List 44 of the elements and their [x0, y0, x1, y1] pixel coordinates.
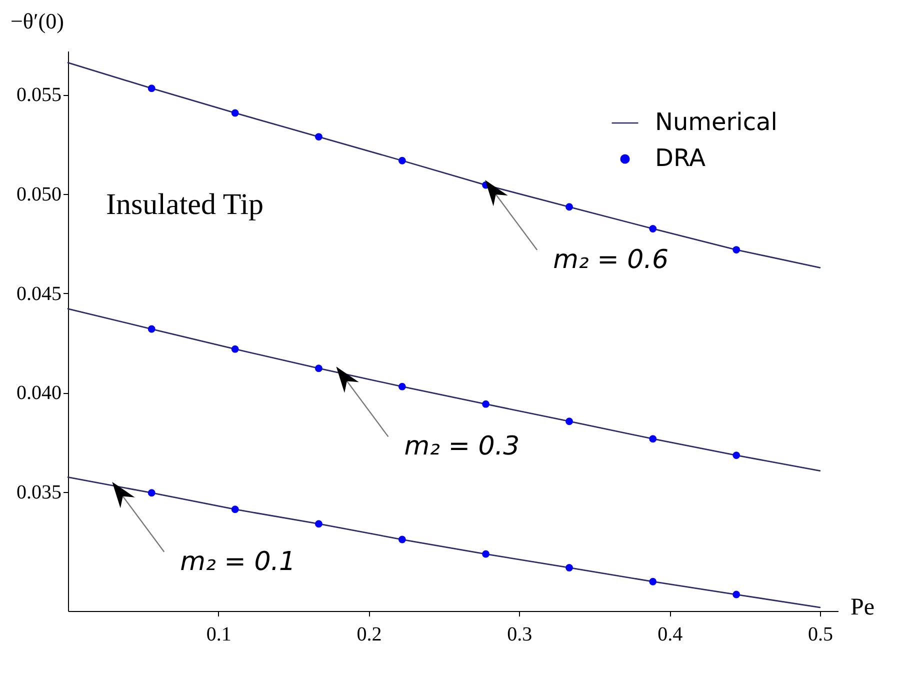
point: [398, 536, 406, 544]
point: [398, 156, 406, 164]
point: [314, 520, 322, 528]
x-tick-label: 0.5: [808, 624, 833, 646]
point: [566, 203, 573, 211]
line-series: [67, 62, 821, 268]
point: [148, 84, 156, 92]
y-axis-title: −θ′(0): [10, 8, 64, 34]
point: [148, 325, 156, 333]
x-tick-label: 0.3: [507, 624, 532, 646]
point: [231, 109, 239, 117]
annotation: m₂ = 0.6: [553, 245, 669, 276]
point: [148, 489, 156, 497]
point: [732, 590, 740, 598]
point: [231, 506, 239, 514]
line-series: [67, 476, 821, 608]
point: [482, 400, 490, 408]
y-tick-label: 0.035: [16, 481, 62, 504]
line-series: [67, 308, 821, 472]
point: [566, 564, 573, 572]
annotation: Insulated Tip: [106, 188, 264, 221]
point: [314, 364, 322, 372]
point: [231, 345, 239, 353]
point: [649, 435, 657, 443]
point: [649, 225, 657, 232]
annotation: m₂ = 0.3: [404, 432, 520, 462]
x-tick-label: 0.1: [206, 624, 232, 646]
point: [732, 246, 740, 254]
y-tick-label: 0.040: [16, 382, 62, 404]
point: [482, 550, 490, 558]
x-tick-label: 0.4: [658, 624, 683, 646]
annotation: m₂ = 0.1: [180, 546, 296, 577]
point: [649, 578, 657, 586]
y-tick-label: 0.045: [16, 282, 62, 305]
point: [314, 133, 322, 140]
point: [566, 418, 573, 426]
y-tick-label: 0.055: [16, 84, 62, 106]
y-tick-label: 0.050: [16, 183, 62, 206]
x-axis-title: Pe: [850, 594, 874, 620]
x-tick-label: 0.2: [356, 624, 382, 646]
point: [398, 382, 406, 390]
point: [732, 452, 740, 460]
legend-label: Numerical: [655, 108, 778, 136]
legend-label: DRA: [655, 144, 706, 172]
